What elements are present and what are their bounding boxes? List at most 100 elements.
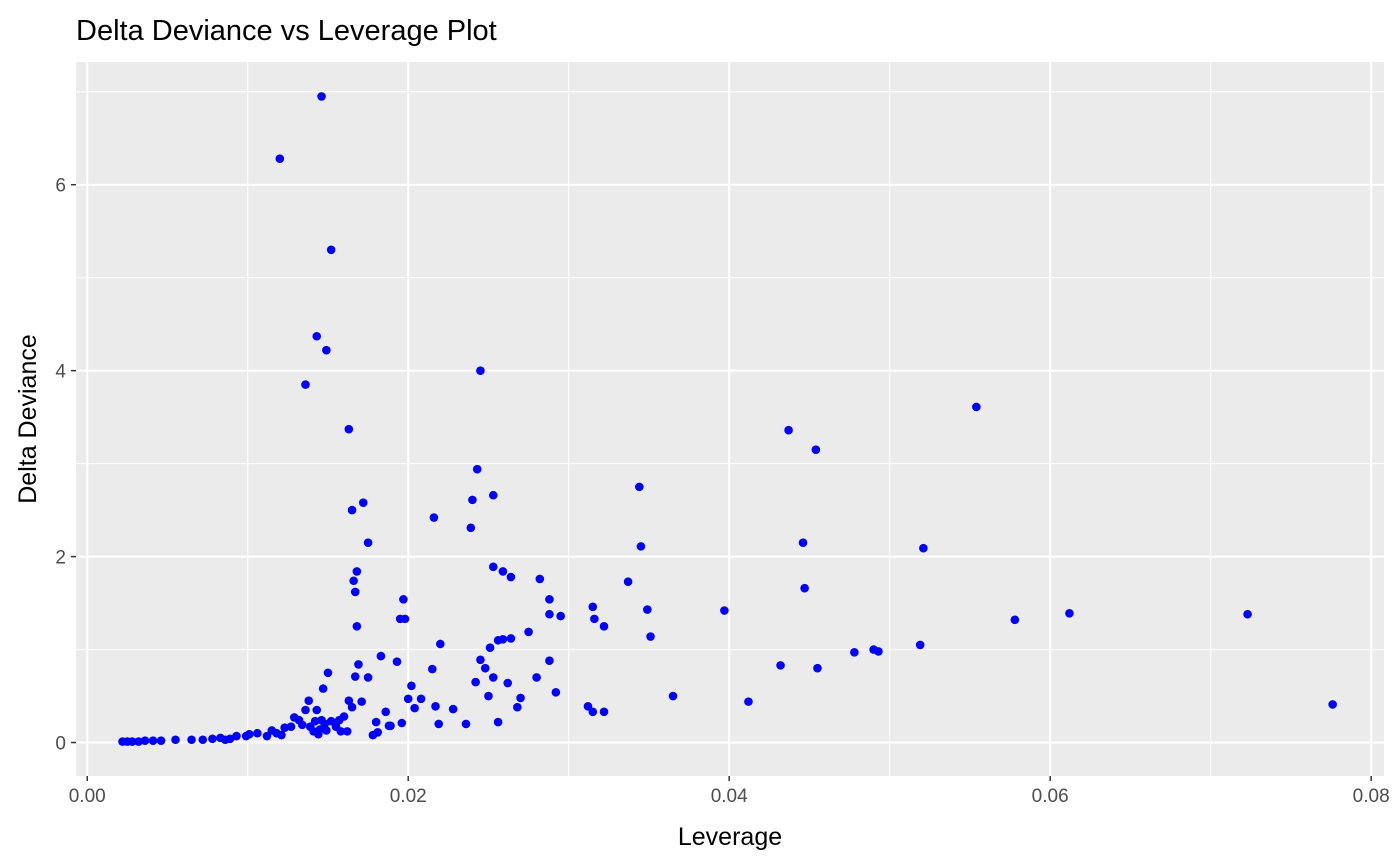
data-point <box>436 639 445 649</box>
data-point <box>643 605 652 614</box>
data-point <box>503 678 513 688</box>
data-point <box>476 655 485 665</box>
data-point <box>720 606 729 615</box>
data-point <box>800 583 809 593</box>
data-point <box>506 572 516 582</box>
data-point <box>127 737 137 746</box>
data-point <box>476 366 485 375</box>
data-points <box>118 92 1337 746</box>
data-point <box>315 725 325 734</box>
data-point <box>376 651 386 661</box>
data-point <box>320 719 330 729</box>
data-point <box>407 681 416 691</box>
data-point <box>354 660 363 669</box>
data-point <box>1065 609 1074 618</box>
data-point <box>532 673 541 682</box>
data-point <box>776 661 785 670</box>
data-point <box>232 731 241 741</box>
data-point <box>545 656 554 666</box>
data-point <box>410 703 419 713</box>
y-axis-title: Delta Deviance <box>14 334 42 504</box>
data-point <box>590 614 599 624</box>
y-axis-ticks: 0 2 4 6 <box>55 176 76 755</box>
data-point <box>588 707 598 717</box>
data-point <box>493 717 503 727</box>
data-point <box>318 684 328 693</box>
data-point <box>524 627 533 637</box>
data-point <box>498 635 508 644</box>
x-axis-title: Leverage <box>678 823 782 851</box>
data-point <box>488 673 498 682</box>
data-point <box>400 614 410 624</box>
y-tick-label: 6 <box>55 176 66 197</box>
data-point <box>403 694 413 704</box>
data-point <box>850 648 859 657</box>
data-point <box>326 716 336 726</box>
data-point <box>286 722 296 732</box>
data-point <box>350 587 360 597</box>
data-point <box>448 704 458 714</box>
x-tick-label: 0.08 <box>1353 786 1390 807</box>
data-point <box>363 538 373 547</box>
data-point <box>171 735 180 745</box>
data-point <box>583 701 593 711</box>
data-point <box>480 663 490 673</box>
x-tick-label: 0.02 <box>390 786 427 807</box>
data-point <box>245 729 254 739</box>
data-point <box>297 720 307 730</box>
data-point <box>397 718 407 728</box>
data-point <box>636 542 646 551</box>
data-point <box>208 734 217 744</box>
data-point <box>516 693 525 703</box>
data-point <box>506 634 516 643</box>
data-point <box>798 538 808 547</box>
data-point <box>310 716 320 726</box>
y-tick-label: 2 <box>55 548 66 569</box>
data-point <box>386 721 395 731</box>
x-tick-label: 0.06 <box>1032 786 1069 807</box>
data-point <box>275 154 285 163</box>
data-point <box>811 445 821 454</box>
data-point <box>599 622 609 631</box>
data-point <box>623 577 633 586</box>
data-point <box>646 632 655 641</box>
data-point <box>488 562 498 572</box>
data-point <box>280 723 289 732</box>
data-point <box>350 672 360 681</box>
data-point <box>322 345 331 355</box>
data-point <box>148 736 158 745</box>
data-point <box>347 702 357 712</box>
data-point <box>371 717 381 727</box>
data-point <box>134 737 143 746</box>
data-point <box>187 735 196 745</box>
data-point <box>373 728 383 737</box>
data-point <box>471 677 480 687</box>
data-point <box>972 402 981 412</box>
data-point <box>498 567 508 576</box>
data-point <box>301 705 310 715</box>
data-point <box>545 609 554 619</box>
data-point <box>416 694 426 704</box>
data-point <box>784 425 793 435</box>
data-point <box>556 611 565 621</box>
data-point <box>317 92 326 101</box>
data-point <box>304 696 314 705</box>
data-point <box>488 490 498 500</box>
data-point <box>301 380 310 389</box>
data-point <box>344 696 354 705</box>
data-point <box>352 567 362 576</box>
data-point <box>1010 615 1020 625</box>
data-point <box>253 728 262 738</box>
data-point <box>277 730 286 740</box>
data-point <box>484 691 493 701</box>
data-point <box>545 595 554 604</box>
data-point <box>357 697 366 706</box>
data-point <box>599 707 609 717</box>
data-point <box>668 691 678 701</box>
data-point <box>323 668 333 678</box>
data-point <box>352 622 362 631</box>
data-point <box>588 602 598 612</box>
y-tick-label: 0 <box>55 734 66 755</box>
data-point <box>358 498 368 507</box>
